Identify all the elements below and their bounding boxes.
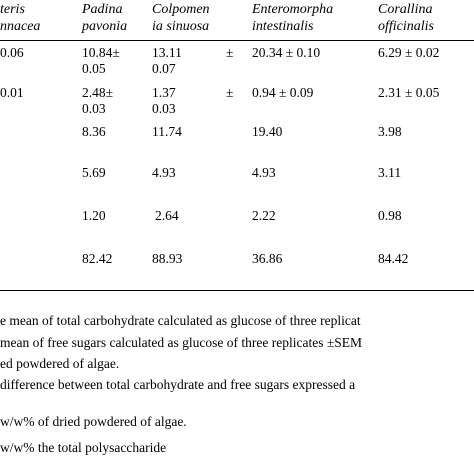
cell-r1-c3-pm: ±	[226, 45, 234, 60]
header-col-5-line-2: officinalis	[378, 19, 434, 34]
cell-r3-c4: 19.40	[252, 124, 283, 139]
footnote-line-1: e mean of total carbohydrate calculated …	[0, 313, 361, 328]
cell-r2-c1: 0.01	[0, 85, 24, 100]
header-col-1-line-1: teris	[0, 2, 25, 17]
cell-r2-c2-line-1: 2.48±	[82, 85, 114, 100]
header-col-4-line-2: intestinalis	[252, 19, 314, 34]
header-col-2-line-1: Padina	[82, 2, 123, 17]
footnote-line-3: ed powdered of algae.	[0, 356, 120, 371]
header-col-1-line-2: nnacea	[0, 19, 41, 34]
cell-r1-c2-line-1: 10.84±	[82, 45, 120, 60]
header-col-3-line-1: Colpomen	[152, 2, 210, 17]
header-col-4-line-1: Enteromorpha	[252, 2, 334, 17]
cell-r2-c3-line-1: 1.37	[152, 85, 176, 100]
cell-r6-c3: 88.93	[152, 251, 183, 266]
header-col-3-line-2: ia sinuosa	[152, 19, 210, 34]
cell-r1-c3-line-2: 0.07	[152, 61, 176, 76]
cell-r5-c4: 2.22	[252, 208, 276, 223]
cell-r6-c4: 36.86	[252, 251, 283, 266]
table-bottom-rule	[0, 290, 474, 291]
cell-r6-c2: 82.42	[82, 251, 113, 266]
footnote-line-6: w/w% the total polysaccharide	[0, 440, 167, 455]
cell-r2-c5: 2.31 ± 0.05	[378, 85, 440, 100]
cell-r1-c3-line-1: 13.11	[152, 45, 182, 60]
cell-r1-c5: 6.29 ± 0.02	[378, 45, 440, 60]
cell-r6-c5: 84.42	[378, 251, 409, 266]
cell-r3-c5: 3.98	[378, 124, 402, 139]
cell-r2-c3-line-2: 0.03	[152, 101, 176, 116]
cell-r4-c4: 4.93	[252, 165, 276, 180]
cell-r1-c1: 0.06	[0, 45, 24, 60]
header-rule	[0, 40, 474, 41]
cell-r2-c3-pm: ±	[226, 85, 234, 100]
footnote-line-2: mean of free sugars calculated as glucos…	[0, 335, 363, 350]
cell-r4-c5: 3.11	[378, 165, 402, 180]
cell-r1-c2-line-2: 0.05	[82, 61, 106, 76]
header-col-5-line-1: Corallina	[378, 2, 433, 17]
cell-r4-c2: 5.69	[82, 165, 106, 180]
header-col-2-line-2: pavonia	[82, 19, 128, 34]
footnote-line-4: difference between total carbohydrate an…	[0, 377, 356, 392]
cell-r1-c4: 20.34 ± 0.10	[252, 45, 321, 60]
cell-r2-c4: 0.94 ± 0.09	[252, 85, 314, 100]
footnote-line-5: w/w% of dried powdered of algae.	[0, 414, 187, 429]
cell-r3-c3: 11.74	[152, 124, 182, 139]
cell-r5-c2: 1.20	[82, 208, 106, 223]
cell-r4-c3: 4.93	[152, 165, 176, 180]
cell-r3-c2: 8.36	[82, 124, 106, 139]
cell-r2-c2-line-2: 0.03	[82, 101, 106, 116]
cell-r5-c3: 2.64	[155, 208, 179, 223]
cell-r5-c5: 0.98	[378, 208, 402, 223]
